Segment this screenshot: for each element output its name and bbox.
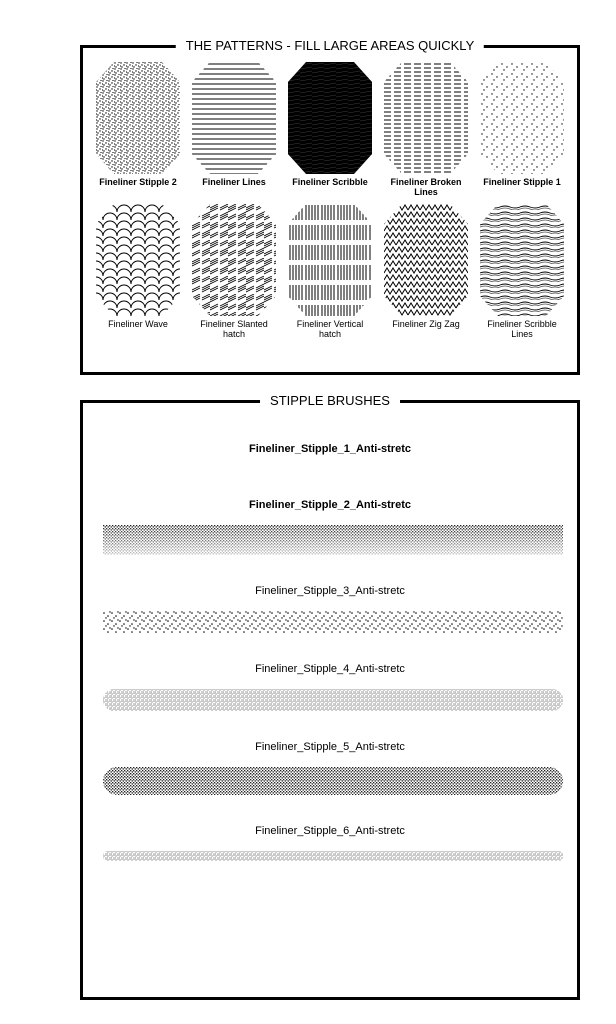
swatch-h-lines [192, 62, 276, 174]
swatch-slant-hatch [192, 204, 276, 316]
brush-row: Fineliner_Stipple_4_Anti-stretc [103, 663, 557, 711]
brush-label: Fineliner_Stipple_2_Anti-stretc [103, 499, 557, 511]
swatch-zigzag [384, 204, 468, 316]
swatch-label: Fineliner Scribble Lines [477, 320, 567, 340]
swatch-scales [96, 204, 180, 316]
brush-label: Fineliner_Stipple_6_Anti-stretc [103, 825, 557, 837]
brush-sample [103, 525, 563, 555]
swatch-cell: Fineliner Zig Zag [381, 204, 471, 340]
brush-label: Fineliner_Stipple_1_Anti-stretc [103, 443, 557, 455]
swatch-label: Fineliner Zig Zag [381, 320, 471, 340]
swatch-cell: Fineliner Stipple 1 [477, 62, 567, 198]
swatch-cell: Fineliner Lines [189, 62, 279, 198]
brush-row: Fineliner_Stipple_5_Anti-stretc [103, 741, 557, 795]
brushes-panel: STIPPLE BRUSHES Fineliner_Stipple_1_Anti… [80, 400, 580, 1000]
swatch-label: Fineliner Scribble [285, 178, 375, 198]
brush-sample [103, 689, 563, 711]
swatch-stipple-dense [96, 62, 180, 174]
brush-row: Fineliner_Stipple_2_Anti-stretc [103, 499, 557, 555]
swatch-cell: Fineliner Scribble Lines [477, 204, 567, 340]
swatch-label: Fineliner Wave [93, 320, 183, 340]
swatch-scribble-lines [480, 204, 564, 316]
brush-sample [103, 851, 563, 861]
brush-row: Fineliner_Stipple_3_Anti-stretc [103, 585, 557, 633]
swatch-cell: Fineliner Stipple 2 [93, 62, 183, 198]
brush-row: Fineliner_Stipple_1_Anti-stretc [103, 443, 557, 469]
swatch-cell: Fineliner Vertical hatch [285, 204, 375, 340]
swatch-cell: Fineliner Scribble [285, 62, 375, 198]
swatch-label: Fineliner Lines [189, 178, 279, 198]
swatch-grid: Fineliner Stipple 2 Fineliner Lines Fine… [83, 48, 577, 350]
brush-row: Fineliner_Stipple_6_Anti-stretc [103, 825, 557, 861]
swatch-cell: Fineliner Broken Lines [381, 62, 471, 198]
brush-label: Fineliner_Stipple_5_Anti-stretc [103, 741, 557, 753]
swatch-cell: Fineliner Slanted hatch [189, 204, 279, 340]
swatch-label: Fineliner Vertical hatch [285, 320, 375, 340]
brush-sample [103, 767, 563, 795]
swatch-scribble-fill [288, 62, 372, 174]
swatch-label: Fineliner Broken Lines [381, 178, 471, 198]
swatch-label: Fineliner Stipple 1 [477, 178, 567, 198]
patterns-panel: THE PATTERNS - FILL LARGE AREAS QUICKLY … [80, 45, 580, 375]
patterns-panel-title: THE PATTERNS - FILL LARGE AREAS QUICKLY [176, 38, 484, 53]
swatch-stipple-sparse [480, 62, 564, 174]
swatch-dash-grid [384, 62, 468, 174]
brushes-list: Fineliner_Stipple_1_Anti-stretc Fineline… [83, 403, 577, 881]
swatch-label: Fineliner Stipple 2 [93, 178, 183, 198]
brushes-panel-title: STIPPLE BRUSHES [260, 393, 400, 408]
brush-sample [103, 611, 563, 633]
swatch-vert-hatch [288, 204, 372, 316]
brush-label: Fineliner_Stipple_4_Anti-stretc [103, 663, 557, 675]
swatch-label: Fineliner Slanted hatch [189, 320, 279, 340]
swatch-cell: Fineliner Wave [93, 204, 183, 340]
brush-label: Fineliner_Stipple_3_Anti-stretc [103, 585, 557, 597]
